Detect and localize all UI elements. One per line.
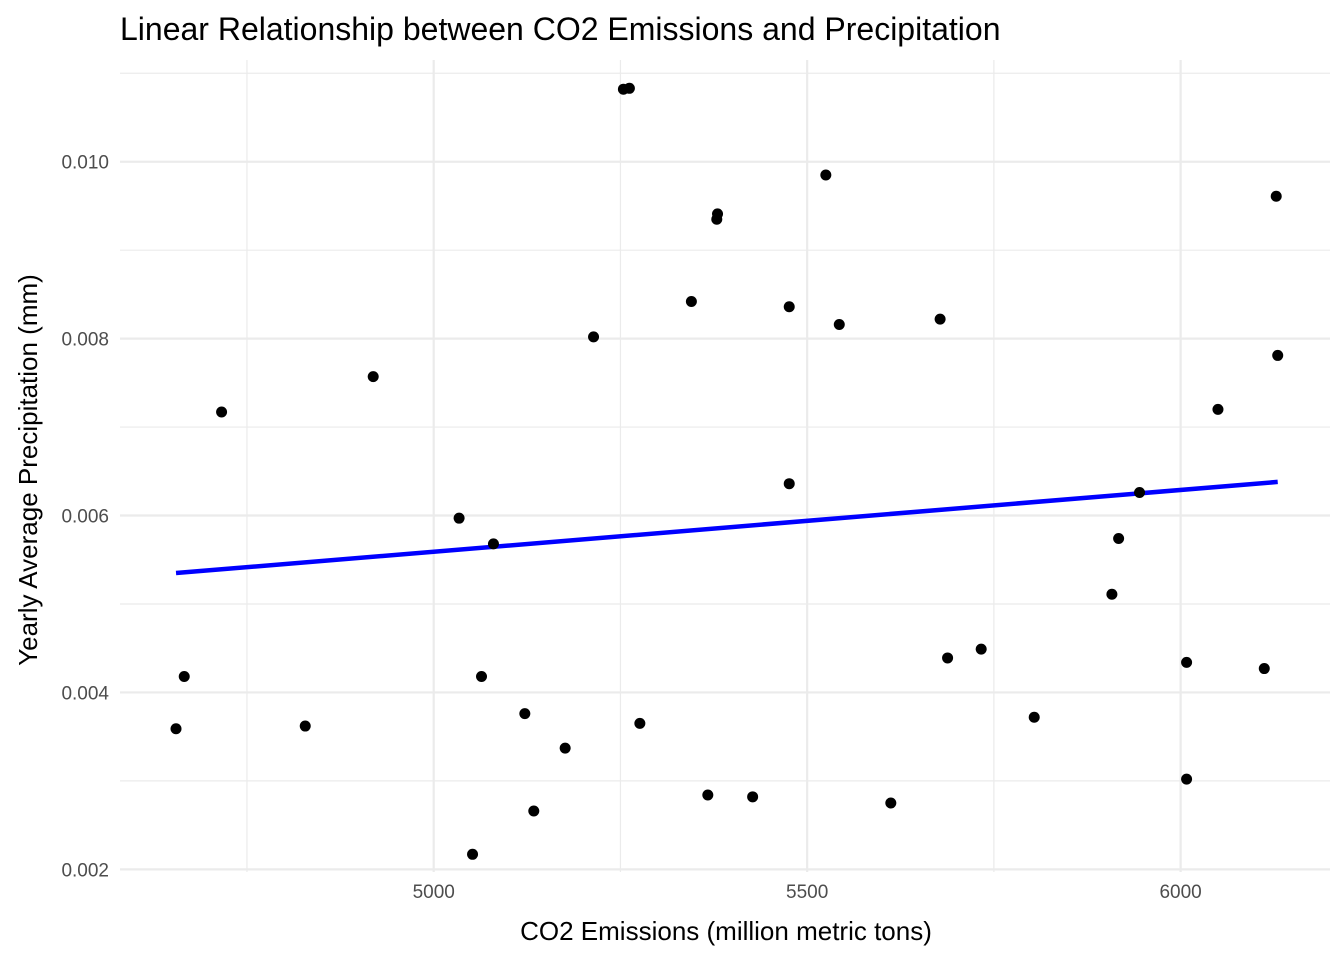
- data-point: [685, 295, 697, 307]
- regression-line: [175, 479, 1278, 576]
- trend-line-group: [175, 479, 1278, 576]
- data-point: [1272, 349, 1284, 361]
- y-tick-labels: 0.002 0.004 0.006 0.008 0.010: [61, 153, 109, 882]
- data-point: [1028, 711, 1040, 723]
- x-tick-label: 5000: [413, 882, 455, 903]
- data-point: [942, 652, 954, 664]
- data-point: [476, 671, 488, 683]
- data-point: [702, 789, 714, 801]
- x-tick-label: 5500: [786, 882, 828, 903]
- chart-title: Linear Relationship between CO2 Emission…: [120, 11, 1000, 47]
- data-point: [487, 538, 499, 550]
- data-point: [1181, 773, 1193, 785]
- data-point: [1258, 663, 1270, 675]
- data-point: [170, 723, 182, 735]
- data-point: [588, 331, 600, 343]
- data-point: [885, 797, 897, 809]
- x-tick-labels: 5000 5500 6000: [413, 882, 1202, 903]
- y-tick-label: 0.008: [61, 330, 109, 351]
- data-point: [1181, 656, 1193, 668]
- data-point: [367, 371, 379, 383]
- data-point: [783, 301, 795, 313]
- data-point: [623, 82, 635, 94]
- data-point: [1106, 588, 1118, 600]
- data-points: [170, 82, 1284, 860]
- minor-gridlines: [120, 60, 1330, 872]
- data-point: [519, 708, 531, 720]
- data-point: [747, 791, 759, 803]
- data-point: [833, 318, 845, 330]
- data-point: [453, 512, 465, 524]
- data-point: [820, 169, 832, 181]
- data-point: [975, 643, 987, 655]
- major-gridlines: [120, 60, 1330, 872]
- data-point: [934, 313, 946, 325]
- y-tick-label: 0.002: [61, 860, 109, 881]
- x-tick-label: 6000: [1159, 882, 1201, 903]
- data-point: [634, 717, 646, 729]
- data-point: [783, 478, 795, 490]
- data-point: [712, 208, 724, 220]
- y-tick-label: 0.004: [61, 683, 109, 704]
- data-point: [1134, 487, 1146, 499]
- data-point: [559, 742, 571, 754]
- data-point: [299, 720, 311, 732]
- data-point: [1113, 533, 1125, 545]
- y-axis-label: Yearly Average Precipitation (mm): [13, 274, 43, 666]
- data-point: [467, 848, 479, 860]
- x-axis-label: CO2 Emissions (million metric tons): [520, 916, 932, 946]
- data-point: [1270, 190, 1282, 202]
- data-point: [1212, 403, 1224, 415]
- data-point: [528, 805, 540, 817]
- data-point: [178, 671, 190, 683]
- data-point: [216, 406, 228, 418]
- y-tick-label: 0.010: [61, 153, 109, 174]
- y-tick-label: 0.006: [61, 507, 109, 528]
